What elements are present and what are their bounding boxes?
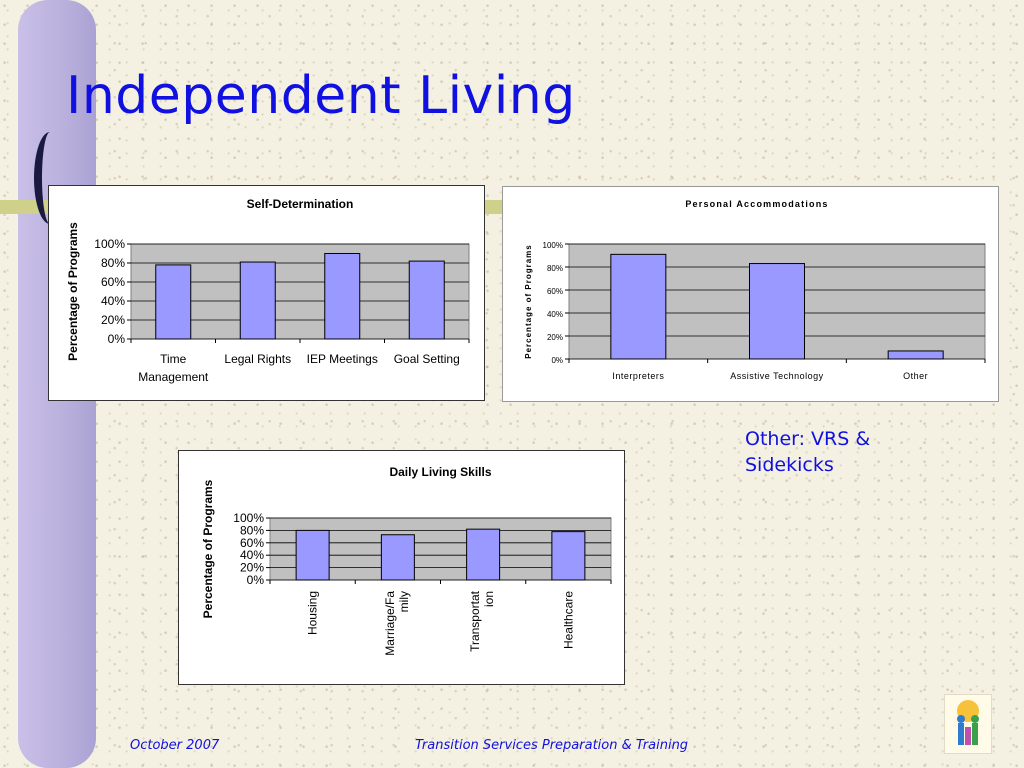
y-tick-label: 100% — [543, 241, 563, 250]
footer-date: October 2007 — [130, 738, 220, 753]
x-tick-label: Management — [138, 370, 209, 384]
y-tick-label: 40% — [101, 294, 125, 308]
y-axis-label: Percentage of Programs — [201, 479, 215, 618]
personal-accommodations-chart-svg: Personal Accommodations 0% 20% 40% 60% 80% 100… — [524, 199, 986, 381]
y-tick-label: 20% — [240, 561, 264, 575]
y-tick-label: 60% — [101, 275, 125, 289]
organization-logo — [944, 694, 992, 754]
bar-iep-meetings — [324, 253, 361, 340]
slide-title: Independent Living — [66, 66, 576, 126]
other-note: Other: VRS & Sidekicks — [745, 428, 871, 476]
bar-transportation — [466, 528, 501, 581]
x-tick-label: Assistive Technology — [730, 371, 823, 381]
y-tick-label: 20% — [547, 333, 563, 342]
y-tick-label: 40% — [240, 548, 264, 562]
y-tick-label: 0% — [108, 332, 126, 346]
chart-title: Personal Accommodations — [685, 199, 828, 209]
x-tick-label: Other — [903, 371, 928, 381]
bar-time-management — [155, 264, 192, 340]
bar-other — [887, 350, 944, 360]
y-tick-label: 100% — [94, 237, 125, 251]
x-tick-label-line: Transportat — [468, 590, 482, 652]
x-tick-label: Marriage/Family — [383, 591, 411, 656]
y-tick-label: 40% — [547, 310, 563, 319]
y-tick-label: 80% — [101, 256, 125, 270]
people-logo-icon — [957, 700, 979, 745]
x-tick-label: Transportation — [468, 590, 496, 652]
personal-accommodations-chart: Personal Accommodations 0% 20% 40% 60% 80% 100… — [502, 186, 999, 402]
y-tick-label: 60% — [547, 287, 563, 296]
bar-legal-rights — [239, 261, 276, 340]
x-tick-label-line: mily — [397, 591, 411, 612]
x-tick-label-line: Housing — [306, 591, 320, 635]
decorative-bracket — [34, 132, 66, 224]
x-tick-label: Goal Setting — [394, 352, 460, 366]
self-determination-chart: Self-Determination 0% 20% 40% 60% 80% 100% Perc… — [48, 185, 485, 401]
x-tick-label: Healthcare — [561, 591, 575, 649]
chart-title: Daily Living Skills — [389, 465, 491, 479]
y-tick-label: 80% — [547, 264, 563, 273]
y-tick-label: 20% — [101, 313, 125, 327]
y-tick-label: 60% — [240, 536, 264, 550]
x-tick-label: IEP Meetings — [307, 352, 378, 366]
daily-living-skills-chart: Daily Living Skills 0% 20% 40% 60% 80% 100% Per… — [178, 450, 625, 685]
bar-marriage-family — [380, 534, 415, 581]
footer-title: Transition Services Preparation & Traini… — [415, 738, 689, 753]
x-tick-label-line: Healthcare — [561, 591, 575, 649]
x-tick-label-line: Marriage/Fa — [383, 591, 397, 656]
x-tick-label: Time — [160, 352, 187, 366]
y-tick-label: 80% — [240, 523, 264, 537]
x-tick-label: Housing — [306, 591, 320, 635]
bar-healthcare — [551, 531, 586, 581]
y-tick-label: 0% — [551, 356, 563, 365]
x-tick-label: Legal Rights — [224, 352, 291, 366]
daily-living-skills-chart-svg: Daily Living Skills 0%20%40%60%80%100% Per… — [201, 465, 612, 656]
chart-title: Self-Determination — [247, 197, 354, 211]
self-determination-chart-svg: Self-Determination 0% 20% 40% 60% 80% 100% Perc… — [66, 197, 470, 384]
bar-interpreters — [610, 253, 667, 360]
y-axis-label: Percentage of Programs — [66, 222, 80, 361]
y-axis-label: Percentage of Programs — [524, 244, 533, 358]
x-tick-label-line: ion — [482, 591, 496, 607]
y-tick-label: 0% — [247, 573, 265, 587]
bar-assistive-technology — [749, 263, 805, 360]
y-tick-label: 100% — [233, 511, 264, 525]
bar-housing — [295, 529, 330, 581]
bar-goal-setting — [408, 260, 445, 340]
x-tick-label: Interpreters — [612, 371, 664, 381]
